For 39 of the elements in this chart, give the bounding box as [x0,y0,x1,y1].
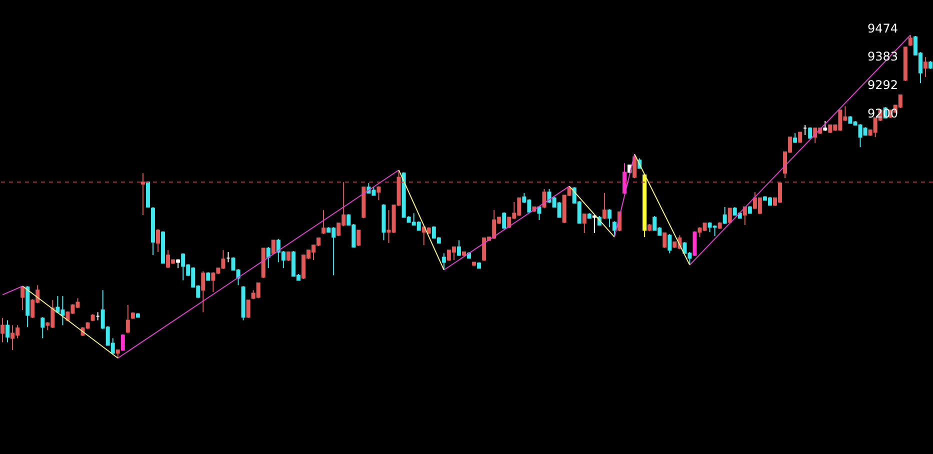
candlestick [40,316,45,339]
candlestick [322,210,326,234]
candlestick [271,240,276,255]
candlestick [728,208,732,224]
candlestick [356,230,361,247]
candlestick [582,214,586,234]
candlestick [542,188,546,209]
candlestick [668,233,672,254]
candlestick [502,212,506,229]
candlestick [622,162,627,194]
candlestick [376,186,381,201]
candlestick [246,300,250,319]
candlestick [722,206,727,225]
candlestick [798,132,802,144]
candlestick [126,304,130,334]
y-tick-label: 9474 [868,21,898,36]
candlestick [793,132,798,144]
candlestick [6,320,10,343]
candlestick [201,270,206,313]
candlestick [120,334,125,352]
candlestick [632,154,637,179]
candlestick [537,206,542,221]
candlestick [662,232,667,248]
candlestick [140,172,145,216]
candlestick [823,120,828,132]
candlestick [456,240,461,257]
candlestick [607,208,612,228]
y-tick-label: 9292 [868,78,898,92]
candlestick [156,228,160,252]
candlestick [442,252,446,270]
candlestick [908,34,912,46]
candlestick [602,192,606,220]
candlestick [266,246,270,269]
candlestick [612,220,616,238]
candlestick [0,318,5,343]
candlestick [923,56,928,78]
candlestick [692,230,697,257]
candlestick [20,286,25,311]
candlestick [808,126,812,139]
